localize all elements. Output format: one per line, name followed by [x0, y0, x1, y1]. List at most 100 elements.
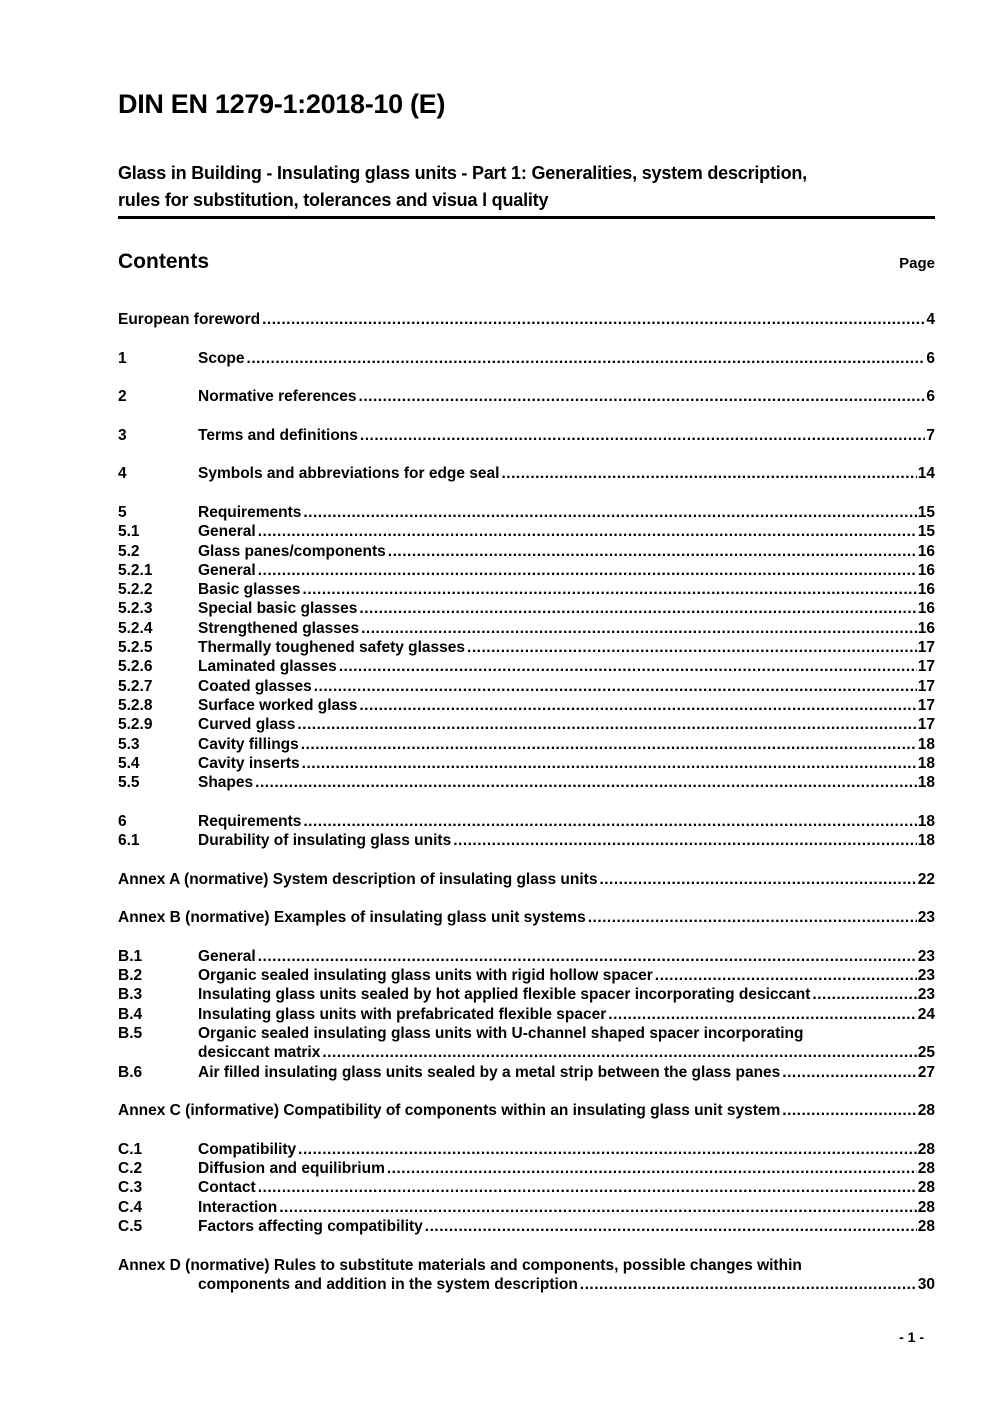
- toc-entry-page: 25: [917, 1044, 935, 1062]
- toc-entry-page: 28: [917, 1198, 935, 1216]
- toc-entry-page: 16: [917, 581, 935, 599]
- toc-entry-page: 23: [917, 986, 935, 1004]
- toc-entry-title: Basic glasses: [198, 581, 301, 599]
- toc-dot-leader: ........................................…: [322, 1044, 917, 1062]
- toc-entry-title: Curved glass: [198, 716, 296, 734]
- toc-entry-page: 16: [917, 600, 935, 618]
- toc-entry-page: 18: [917, 812, 935, 830]
- toc-entry-number: B.3: [118, 986, 143, 1004]
- toc-entry-page: 14: [917, 465, 935, 483]
- toc-entry-page: 7: [926, 426, 935, 444]
- toc-dot-leader: ........................................…: [313, 677, 917, 695]
- toc-row: 5.2.4 Strengthened glasses .............…: [118, 619, 935, 638]
- toc-entry-page: 28: [917, 1160, 935, 1178]
- toc-entry-number: B.5: [118, 1024, 143, 1042]
- toc-entry-title: Surface worked glass: [198, 696, 358, 714]
- toc-entry-title: Organic sealed insulating glass units wi…: [198, 1024, 804, 1042]
- toc-entry-title: Requirements: [198, 812, 302, 830]
- document-title-line1: Glass in Building - Insulating glass uni…: [118, 163, 807, 183]
- toc-entry-number: 2: [118, 388, 127, 406]
- toc-row: 4 Symbols and abbreviations for edge sea…: [118, 464, 935, 483]
- toc-entry-title: Shapes: [198, 774, 254, 792]
- toc-row: Annex D (normative) Rules to substitute …: [118, 1256, 935, 1275]
- toc-entry-number: C.5: [118, 1217, 143, 1235]
- toc-dot-leader: ........................................…: [246, 349, 926, 367]
- toc-row: 5.3 Cavity fillings ....................…: [118, 735, 935, 754]
- toc-row: 3 Terms and definitions ................…: [118, 426, 935, 445]
- footer-page-number: - 1 -: [899, 1329, 924, 1345]
- toc-dot-leader: ........................................…: [361, 619, 917, 637]
- toc-entry-number: C.4: [118, 1198, 143, 1216]
- toc-dot-leader: ........................................…: [257, 1179, 917, 1197]
- toc-dot-leader: ........................................…: [579, 1275, 917, 1293]
- toc-dot-leader: ........................................…: [608, 1005, 916, 1023]
- toc-entry-number: B.2: [118, 967, 143, 985]
- toc-dot-leader: ........................................…: [255, 774, 917, 792]
- toc-entry-title: Annex D (normative) Rules to substitute …: [118, 1256, 802, 1274]
- toc-dot-leader: ........................................…: [257, 561, 917, 579]
- toc-dot-leader: ........................................…: [300, 735, 917, 753]
- toc-entry-title: General: [198, 561, 256, 579]
- toc-entry-title: European foreword: [118, 311, 261, 328]
- toc-row: Annex A (normative) System description o…: [118, 870, 935, 889]
- document-title-line2: rules for substitution, tolerances and v…: [118, 190, 549, 210]
- toc-dot-leader: ........................................…: [303, 812, 916, 830]
- toc-entry-page: 22: [917, 870, 935, 888]
- toc-entry-page: 6: [926, 388, 935, 406]
- toc-entry-title: Glass panes/components: [198, 542, 386, 560]
- toc-dot-leader: ........................................…: [262, 311, 926, 328]
- toc-entry-page: 6: [926, 349, 935, 367]
- toc-row: B.5 Organic sealed insulating glass unit…: [118, 1024, 935, 1043]
- toc-row: Annex B (normative) Examples of insulati…: [118, 908, 935, 927]
- toc-entry-number: B.1: [118, 947, 143, 965]
- toc-entry-title: Thermally toughened safety glasses: [198, 639, 466, 657]
- toc-entry-page: 17: [917, 639, 935, 657]
- toc-row: C.1 Compatibility ......................…: [118, 1140, 935, 1159]
- toc-entry-page: 23: [917, 947, 935, 965]
- toc-entry-number: B.6: [118, 1063, 143, 1081]
- document-title: Glass in Building - Insulating glass uni…: [118, 160, 935, 219]
- toc-row: Annex C (informative) Compatibility of c…: [118, 1101, 935, 1120]
- toc-entry-number: 5: [118, 503, 127, 521]
- toc-entry-title: desiccant matrix: [198, 1044, 321, 1062]
- toc-entry-number: 5.2.9: [118, 716, 153, 734]
- contents-heading: Contents: [118, 250, 209, 273]
- toc-entry-page: 17: [917, 677, 935, 695]
- toc-entry-page: 15: [917, 503, 935, 521]
- toc-entry-page: 18: [917, 754, 935, 772]
- toc-entry-page: 16: [917, 619, 935, 637]
- toc-entry-page: 30: [917, 1275, 935, 1293]
- toc-row: B.6 Air filled insulating glass units se…: [118, 1063, 935, 1082]
- toc-row: 5.5 Shapes .............................…: [118, 773, 935, 792]
- toc-dot-leader: ........................................…: [386, 1160, 917, 1178]
- toc-entry-number: 5.2.4: [118, 619, 153, 637]
- page-column-label: Page: [899, 255, 935, 272]
- toc-entry-title: Requirements: [198, 503, 302, 521]
- toc-entry-title: Air filled insulating glass units sealed…: [198, 1063, 781, 1081]
- toc-row: 2 Normative references .................…: [118, 387, 935, 406]
- toc-entry-title: Organic sealed insulating glass units wi…: [198, 967, 653, 985]
- toc-entry-page: 17: [917, 696, 935, 714]
- toc-entry-number: 5.2.3: [118, 600, 153, 618]
- contents-header: Contents Page: [118, 249, 935, 274]
- toc-entry-page: 4: [926, 311, 935, 328]
- toc-row: 5.4 Cavity inserts .....................…: [118, 754, 935, 773]
- toc-dot-leader: ........................................…: [453, 832, 917, 850]
- toc-entry-title: Special basic glasses: [198, 600, 358, 618]
- toc-entry-number: C.3: [118, 1179, 143, 1197]
- toc-entry-number: 5.3: [118, 735, 140, 753]
- toc-entry-title: Interaction: [198, 1198, 278, 1216]
- toc-row: C.3 Contact ............................…: [118, 1178, 935, 1197]
- toc-entry-page: 23: [917, 909, 935, 927]
- toc-entry-title: Strengthened glasses: [198, 619, 360, 637]
- toc-row: C.2 Diffusion and equilibrium ..........…: [118, 1159, 935, 1178]
- toc-entry-title: General: [198, 947, 256, 965]
- toc-entry-title: Laminated glasses: [198, 658, 337, 676]
- toc-entry-number: 5.1: [118, 523, 140, 541]
- toc-row: 5 Requirements .........................…: [118, 503, 935, 522]
- toc-entry-page: 28: [917, 1102, 935, 1120]
- toc-dot-leader: ........................................…: [782, 1063, 917, 1081]
- toc-list: European foreword ......................…: [118, 310, 935, 1294]
- toc-entry-number: 5.2: [118, 542, 140, 560]
- toc-entry-title: Cavity inserts: [198, 754, 300, 772]
